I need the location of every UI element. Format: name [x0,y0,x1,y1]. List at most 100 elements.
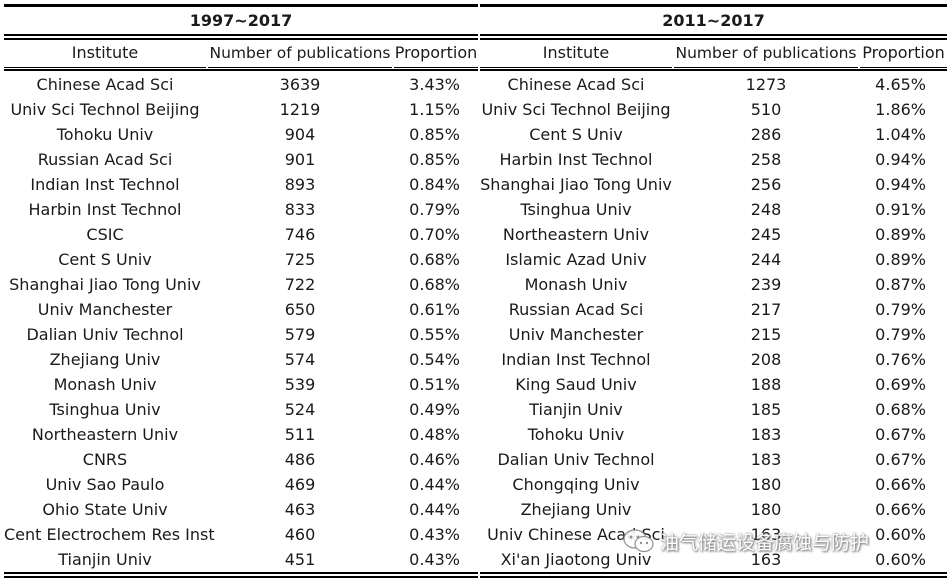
cell-proportion: 0.67% [875,450,926,469]
table-row: Univ Manchester 650 0.61% [0,297,478,322]
cell-number: 183 [750,450,782,469]
table-row: Dalian Univ Technol 183 0.67% [478,447,951,472]
cell-number: 725 [284,250,316,269]
cell-proportion: 0.66% [875,475,926,494]
cell-number: 208 [750,350,782,369]
left-header-number: Number of publications [209,44,391,62]
cell-institute: Northeastern Univ [502,225,650,244]
table-row: Shanghai Jiao Tong Univ 256 0.94% [478,172,951,197]
cell-institute: Zhejiang Univ [520,500,632,519]
cell-proportion: 0.61% [409,300,460,319]
cell-institute: Tsinghua Univ [520,200,632,219]
cell-proportion: 0.67% [875,425,926,444]
cell-proportion: 0.68% [409,250,460,269]
left-table-body: Chinese Acad Sci 3639 3.43% Univ Sci Techno… [0,72,478,572]
table-row: Univ Manchester 215 0.79% [478,322,951,347]
table-row: Russian Acad Sci 901 0.85% [0,147,478,172]
right-table-body: Chinese Acad Sci 1273 4.65% Univ Sci Techno… [478,72,951,572]
cell-institute: Xi'an Jiaotong Univ [500,550,652,569]
table-row: CNRS 486 0.46% [0,447,478,472]
cell-institute: Univ Manchester [508,325,644,344]
cell-institute: Cent S Univ [58,250,152,269]
table-row: Chinese Acad Sci 1273 4.65% [478,72,951,97]
cell-number: 511 [284,425,316,444]
right-period-title: 2011~2017 [662,11,765,30]
cell-proportion: 0.51% [409,375,460,394]
cell-number: 451 [284,550,316,569]
cell-proportion: 0.60% [875,525,926,544]
table-row: Ohio State Univ 463 0.44% [0,497,478,522]
cell-proportion: 0.87% [875,275,926,294]
cell-number: 258 [750,150,782,169]
cell-proportion: 0.43% [409,525,460,544]
cell-number: 460 [284,525,316,544]
table-row: Northeastern Univ 245 0.89% [478,222,951,247]
cell-institute: Indian Inst Technol [30,175,180,194]
cell-institute: Univ Chinese Acad Sci [487,525,665,544]
cell-proportion: 0.60% [875,550,926,569]
left-underline-proportion [394,67,478,68]
cell-institute: Dalian Univ Technol [497,450,655,469]
left-header-proportion: Proportion [394,43,478,62]
cell-institute: CSIC [86,225,124,244]
cell-institute: Ohio State Univ [42,500,168,519]
cell-number: 901 [284,150,316,169]
cell-institute: Northeastern Univ [31,425,179,444]
cell-proportion: 1.04% [875,125,926,144]
table-row: Univ Sci Technol Beijing 1219 1.15% [0,97,478,122]
cell-institute: Russian Acad Sci [37,150,173,169]
cell-proportion: 0.66% [875,500,926,519]
cell-number: 469 [284,475,316,494]
cell-number: 893 [284,175,316,194]
table-row: Cent S Univ 725 0.68% [0,247,478,272]
table-row: Tianjin Univ 185 0.68% [478,397,951,422]
cell-number: 1273 [745,75,787,94]
table-row: Russian Acad Sci 217 0.79% [478,297,951,322]
cell-number: 248 [750,200,782,219]
cell-institute: Tianjin Univ [529,400,623,419]
right-header-proportion: Proportion [862,43,945,62]
table-row: Shanghai Jiao Tong Univ 722 0.68% [0,272,478,297]
cell-number: 215 [750,325,782,344]
table-row: Tsinghua Univ 248 0.91% [478,197,951,222]
cell-proportion: 0.94% [875,175,926,194]
cell-institute: Univ Sci Technol Beijing [10,100,200,119]
cell-institute: Tianjin Univ [58,550,152,569]
cell-proportion: 0.84% [409,175,460,194]
cell-number: 3639 [279,75,321,94]
cell-proportion: 0.70% [409,225,460,244]
watermark: 油气储运设备腐蚀与防护 [622,526,869,556]
cell-institute: Univ Sao Paulo [45,475,165,494]
cell-institute: Russian Acad Sci [508,300,644,319]
table-row: Univ Chinese Acad Sci 163 0.60% [478,522,951,547]
table-row: Zhejiang Univ 180 0.66% [478,497,951,522]
cell-institute: Cent Electrochem Res Inst [4,525,215,544]
cell-institute: Cent S Univ [529,125,623,144]
table-row: Monash Univ 239 0.87% [478,272,951,297]
cell-number: 510 [750,100,782,119]
right-header-number: Number of publications [675,44,857,62]
cell-institute: Dalian Univ Technol [26,325,184,344]
cell-proportion: 0.44% [409,500,460,519]
cell-institute: King Saud Univ [515,375,637,394]
cell-number: 722 [284,275,316,294]
header-rule [4,69,947,71]
period-rule-1 [4,34,947,36]
cell-proportion: 0.54% [409,350,460,369]
cell-number: 746 [284,225,316,244]
period-rule-2 [4,38,947,40]
table-row: King Saud Univ 188 0.69% [478,372,951,397]
cell-proportion: 0.44% [409,475,460,494]
cell-institute: Shanghai Jiao Tong Univ [480,175,672,194]
cell-institute: Monash Univ [53,375,157,394]
cell-proportion: 4.65% [875,75,926,94]
cell-institute: Monash Univ [524,275,628,294]
right-header-institute: Institute [542,43,610,62]
top-rule-thick [4,4,947,7]
cell-institute: Zhejiang Univ [49,350,161,369]
bottom-rule-2 [4,576,947,578]
cell-number: 163 [750,550,782,569]
cell-number: 244 [750,250,782,269]
cell-institute: Chongqing Univ [512,475,640,494]
table-row: Indian Inst Technol 893 0.84% [0,172,478,197]
